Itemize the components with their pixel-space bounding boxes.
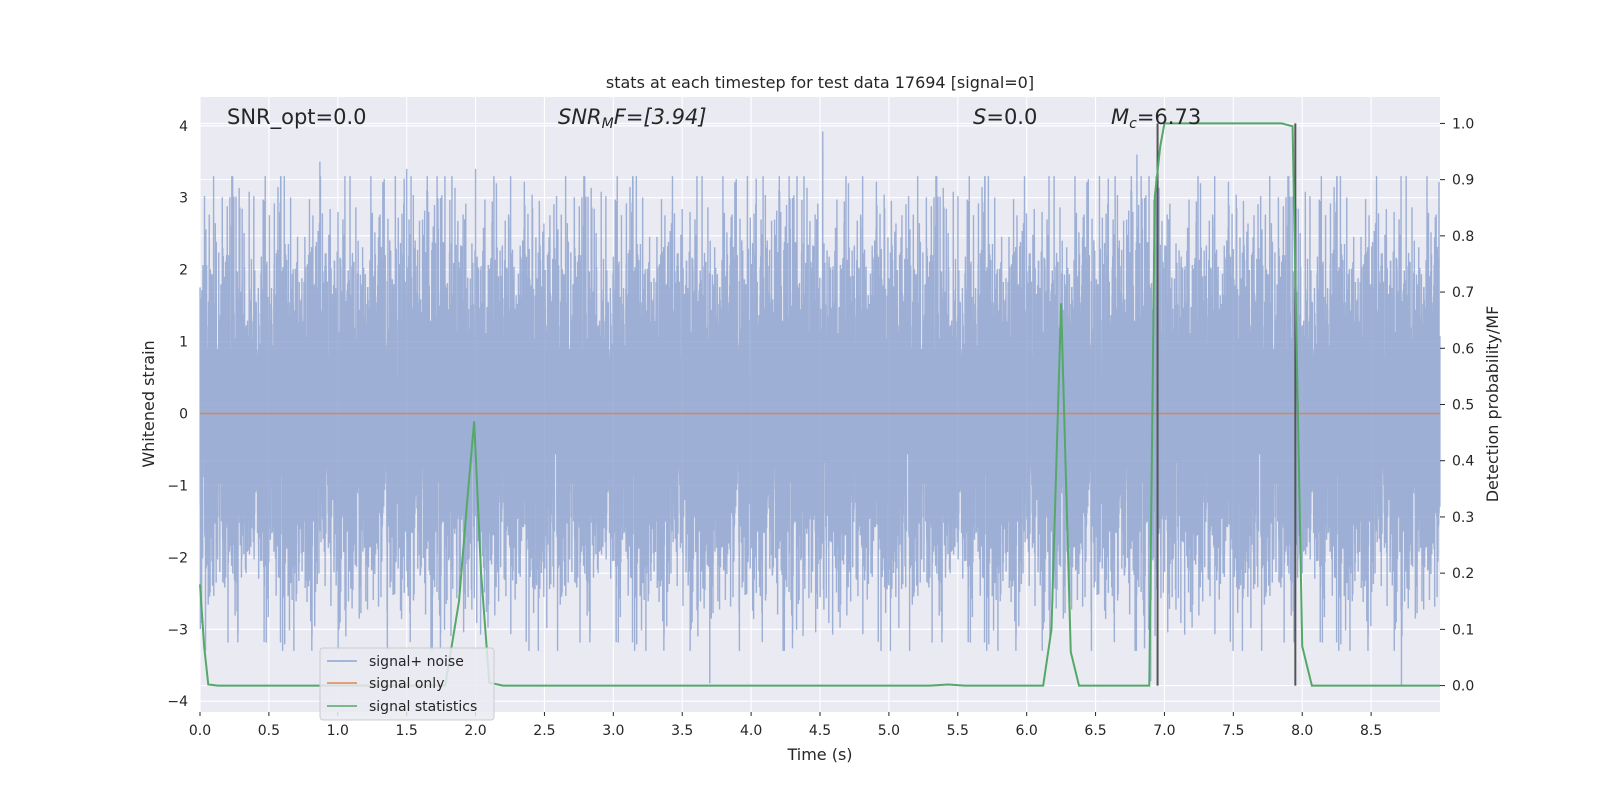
x-tick-label: 1.5 — [396, 723, 418, 739]
annotation-snr-mf-rest: F=[3.94] — [614, 105, 707, 129]
y-tick-label: −2 — [167, 550, 188, 566]
annotation-s: S=0.0 — [973, 105, 1037, 129]
x-tick-label: 1.0 — [327, 723, 349, 739]
x-tick-label: 2.5 — [533, 723, 555, 739]
y-tick-label: 0 — [179, 406, 188, 422]
annotation-s-main: S — [973, 105, 986, 129]
y2-tick-label: 0.6 — [1452, 341, 1474, 357]
y2-tick-label: 0.5 — [1452, 398, 1474, 414]
y2-tick-label: 0.1 — [1452, 622, 1474, 638]
y-tick-label: 3 — [179, 191, 188, 207]
y2-tick-label: 0.9 — [1452, 173, 1474, 189]
y-tick-label: 2 — [179, 263, 188, 279]
annotation-mc-sub: c — [1129, 116, 1137, 132]
annotation-mc-main: M — [1111, 105, 1129, 129]
legend: signal+ noise signal only signal statist… — [319, 647, 495, 721]
y2-tick-label: 0.4 — [1452, 454, 1474, 470]
x-tick-label: 6.0 — [1016, 723, 1038, 739]
annotation-snr-mf-main: SNR — [558, 105, 602, 129]
annotation-snr-opt: SNR_opt=0.0 — [227, 105, 367, 130]
x-tick-label: 8.0 — [1291, 723, 1313, 739]
x-tick-label: 3.0 — [602, 723, 624, 739]
x-tick-label: 2.0 — [464, 723, 486, 739]
legend-box — [319, 647, 495, 721]
y2-tick-label: 1.0 — [1452, 116, 1474, 132]
legend-label-signal-statistics: signal statistics — [369, 699, 477, 715]
y-tick-label: −4 — [167, 694, 188, 710]
x-tick-label: 6.5 — [1084, 723, 1106, 739]
y2-tick-label: 0.3 — [1452, 510, 1474, 526]
x-tick-label: 5.5 — [947, 723, 969, 739]
chart-title: stats at each timestep for test data 176… — [606, 73, 1034, 92]
x-tick-label: 3.5 — [671, 723, 693, 739]
x-tick-label: 7.0 — [1153, 723, 1175, 739]
x-tick-label: 4.0 — [740, 723, 762, 739]
y2-tick-label: 0.0 — [1452, 679, 1474, 695]
x-tick-label: 5.0 — [878, 723, 900, 739]
y2-tick-label: 0.7 — [1452, 285, 1474, 301]
x-axis-label: Time (s) — [786, 745, 852, 764]
y2-tick-label: 0.8 — [1452, 229, 1474, 245]
x-tick-label: 0.0 — [189, 723, 211, 739]
annotation-mc: Mc=6.73 — [1111, 105, 1201, 132]
y-axis-label: Whitened strain — [139, 340, 158, 467]
y2-axis-label: Detection probability/MF — [1483, 306, 1502, 503]
x-tick-label: 7.5 — [1222, 723, 1244, 739]
legend-label-signal-noise: signal+ noise — [369, 654, 464, 670]
x-tick-label: 0.5 — [258, 723, 280, 739]
x-tick-label: 8.5 — [1360, 723, 1382, 739]
annotation-mc-rest: =6.73 — [1137, 105, 1201, 129]
annotation-snr-mf-sub: M — [602, 116, 614, 132]
y-tick-label: 4 — [179, 119, 188, 135]
x-tick-label: 4.5 — [809, 723, 831, 739]
legend-label-signal-only: signal only — [369, 676, 444, 692]
tick-layer: 0.0 0.5 1.0 1.5 2.0 2.5 3.0 3.5 4.0 4.5 5.0 5.5 6.0 6… — [167, 116, 1474, 739]
series-signal-noise-line — [199, 131, 1441, 686]
y-tick-label: 1 — [179, 335, 188, 351]
y2-tick-label: 0.2 — [1452, 566, 1474, 582]
annotation-snr-mf: SNRMF=[3.94] — [558, 105, 707, 132]
y-tick-label: −1 — [167, 478, 188, 494]
annotation-s-rest: =0.0 — [986, 105, 1037, 129]
y-tick-label: −3 — [167, 622, 188, 638]
